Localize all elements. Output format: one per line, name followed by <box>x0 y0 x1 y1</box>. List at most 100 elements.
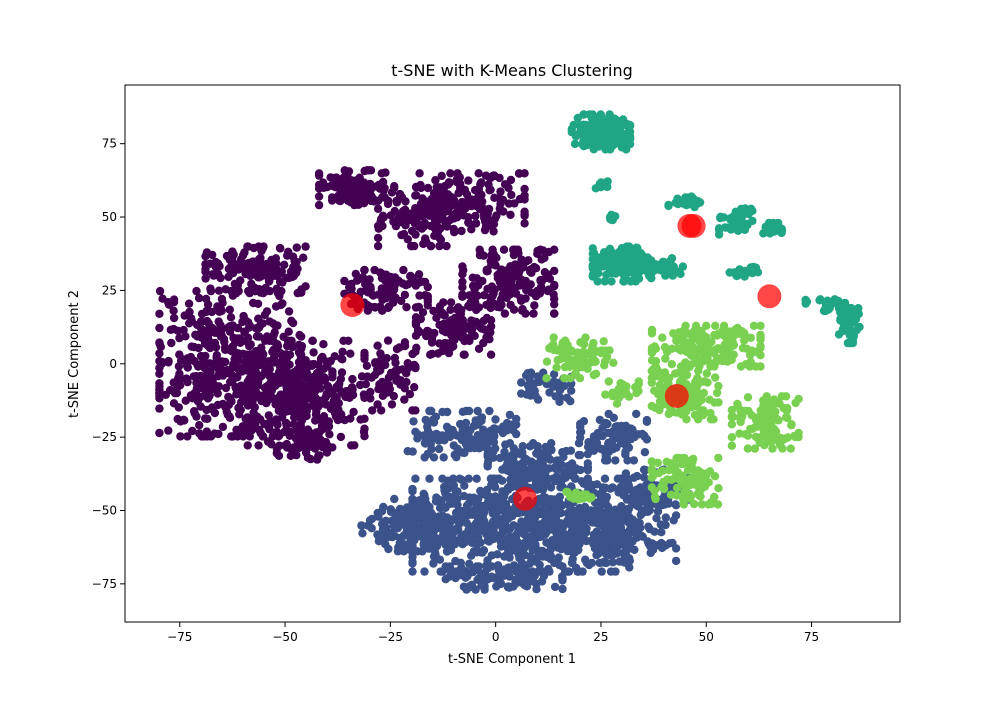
data-point <box>474 502 483 511</box>
data-point <box>173 414 182 424</box>
data-point <box>243 360 252 369</box>
data-point <box>243 264 252 273</box>
data-point <box>608 267 618 276</box>
data-point <box>325 430 334 439</box>
data-point <box>761 407 770 416</box>
data-point <box>611 432 620 441</box>
data-point <box>499 565 509 574</box>
data-point <box>382 354 391 363</box>
data-point <box>696 337 705 346</box>
data-point <box>511 289 521 298</box>
data-point <box>449 441 458 450</box>
data-point <box>425 406 434 416</box>
data-point <box>483 449 492 459</box>
data-point <box>509 521 518 530</box>
data-point <box>201 260 210 269</box>
data-point <box>309 348 318 357</box>
data-point <box>659 400 668 409</box>
data-point <box>474 344 484 353</box>
data-point <box>572 506 582 515</box>
data-point <box>205 343 215 353</box>
data-point <box>226 313 236 322</box>
data-point <box>155 389 164 398</box>
data-point <box>535 460 544 470</box>
data-point <box>794 394 803 404</box>
data-point <box>838 325 848 334</box>
data-point <box>652 514 661 523</box>
data-point <box>360 351 369 360</box>
data-point <box>402 503 412 512</box>
data-point <box>520 195 529 204</box>
data-point <box>423 183 433 193</box>
data-point <box>520 211 529 220</box>
data-point <box>225 305 234 314</box>
data-point <box>365 275 374 284</box>
data-point <box>347 441 356 450</box>
data-point <box>781 413 791 422</box>
data-point <box>550 558 559 568</box>
data-point <box>774 218 783 228</box>
data-point <box>227 397 236 406</box>
data-point <box>550 266 559 276</box>
data-point <box>570 548 579 557</box>
data-point <box>498 572 507 581</box>
data-point <box>181 396 190 405</box>
data-point <box>405 211 414 220</box>
data-point <box>702 369 711 378</box>
data-point <box>592 550 601 560</box>
data-point <box>601 145 610 154</box>
data-point <box>594 519 603 528</box>
data-point <box>533 567 542 577</box>
data-point <box>400 530 410 540</box>
data-point <box>155 379 164 388</box>
data-point <box>777 436 786 445</box>
data-point <box>437 496 446 505</box>
data-point <box>214 369 224 378</box>
data-point <box>495 204 504 213</box>
data-point <box>443 534 452 543</box>
data-point <box>689 479 698 488</box>
data-point <box>714 381 723 391</box>
data-point <box>197 309 207 319</box>
data-point <box>393 547 403 556</box>
data-point <box>729 215 738 224</box>
data-point <box>536 532 545 541</box>
data-point <box>579 120 588 129</box>
data-point <box>522 570 531 580</box>
data-point <box>537 255 546 264</box>
x-axis-label: t-SNE Component 1 <box>448 652 576 667</box>
data-point <box>373 341 382 350</box>
data-point <box>505 439 515 448</box>
data-point <box>491 514 501 523</box>
data-point <box>292 257 301 267</box>
data-point <box>479 316 488 326</box>
data-point <box>295 427 305 436</box>
data-point <box>471 298 480 307</box>
data-point <box>488 245 497 254</box>
data-point <box>636 531 646 540</box>
data-point <box>531 483 540 492</box>
data-point <box>430 231 439 240</box>
data-point <box>434 444 444 454</box>
data-point <box>208 270 217 279</box>
data-point <box>412 191 421 200</box>
data-point <box>243 428 252 438</box>
data-point <box>383 336 393 345</box>
data-point <box>390 531 399 541</box>
data-point <box>347 279 356 289</box>
data-point <box>292 412 301 421</box>
data-point <box>275 398 284 407</box>
data-point <box>580 502 590 512</box>
data-point <box>607 215 616 224</box>
data-point <box>415 278 424 287</box>
data-point <box>439 319 448 328</box>
data-point <box>382 388 392 397</box>
data-point <box>607 277 616 286</box>
data-point <box>458 262 467 271</box>
data-point <box>550 309 559 318</box>
data-point <box>423 282 432 292</box>
data-point <box>567 386 576 395</box>
data-point <box>258 432 267 441</box>
data-point <box>285 384 295 393</box>
